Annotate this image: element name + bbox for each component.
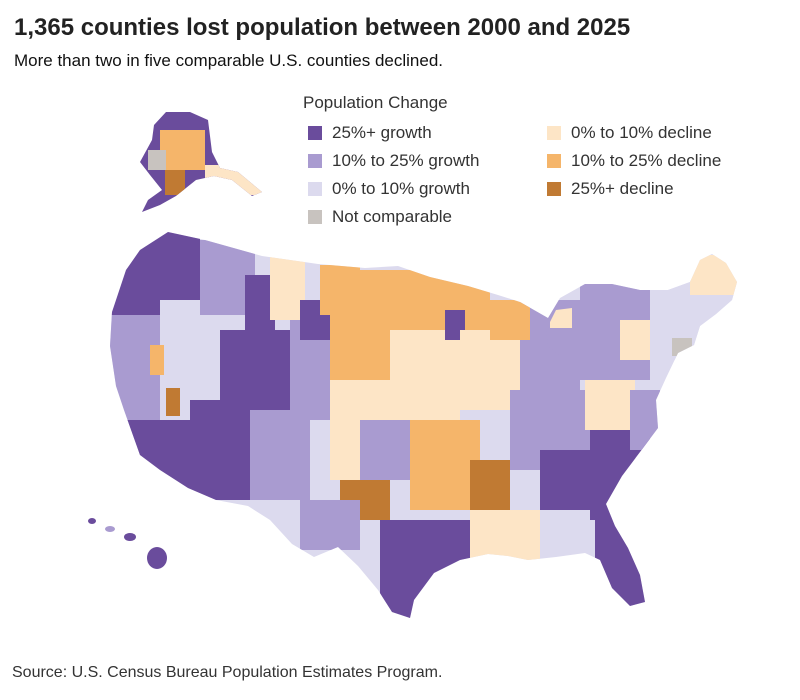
legend-swatch (547, 126, 561, 140)
alaska (140, 112, 262, 212)
source-note: Source: U.S. Census Bureau Population Es… (12, 664, 443, 681)
legend-title: Population Change (303, 93, 448, 112)
legend-swatch (308, 126, 322, 140)
legend-swatch (547, 154, 561, 168)
legend-item-0-10-decline: 0% to 10% decline (547, 123, 712, 143)
legend-label: 25%+ growth (332, 123, 432, 142)
legend-item-25-plus-decline: 25%+ decline (547, 179, 674, 199)
legend-label: 10% to 25% growth (332, 151, 480, 170)
contiguous-us (110, 232, 737, 618)
legend-item-0-10-growth: 0% to 10% growth (308, 179, 470, 199)
legend-item-25-plus-growth: 25%+ growth (308, 123, 432, 143)
legend-swatch (547, 182, 561, 196)
legend-swatch (308, 182, 322, 196)
legend-item-10-25-growth: 10% to 25% growth (308, 151, 479, 171)
legend: Population Change 25%+ growth 10% to 25%… (303, 93, 783, 233)
legend-label: 0% to 10% growth (332, 179, 470, 198)
legend-swatch (308, 154, 322, 168)
legend-item-10-25-decline: 10% to 25% decline (547, 151, 721, 171)
hawaii (88, 518, 167, 569)
page-subtitle: More than two in five comparable U.S. co… (14, 51, 444, 70)
legend-swatch (308, 210, 322, 224)
legend-item-not-comparable: Not comparable (308, 207, 452, 227)
legend-label: Not comparable (332, 207, 453, 226)
legend-label: 25%+ decline (571, 179, 674, 198)
legend-label: 10% to 25% decline (571, 151, 722, 170)
page-title: 1,365 counties lost population between 2… (14, 14, 631, 41)
legend-label: 0% to 10% decline (571, 123, 712, 142)
